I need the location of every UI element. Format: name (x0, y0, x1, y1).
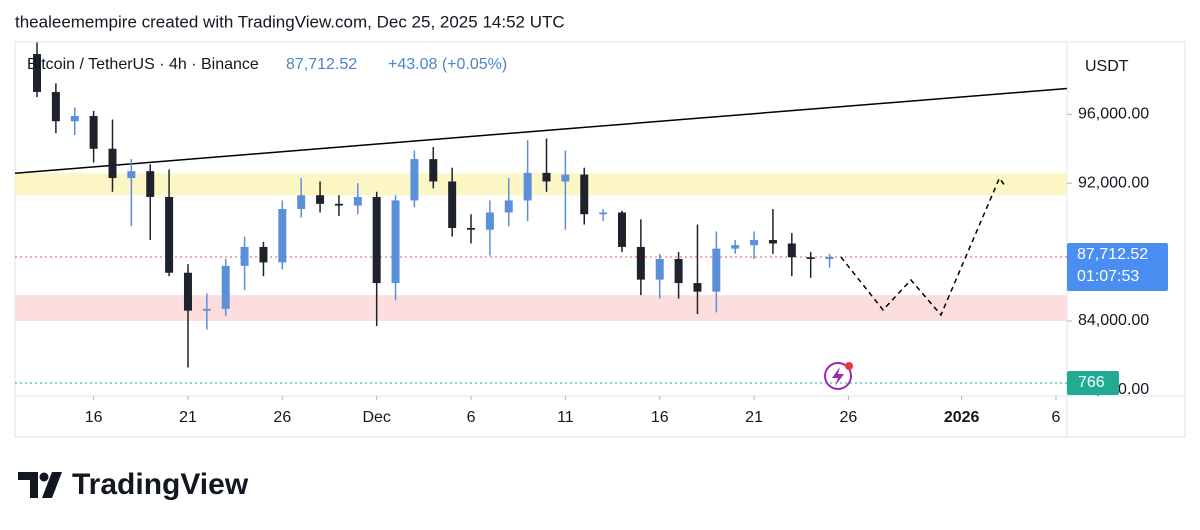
volume-tag (1067, 371, 1119, 395)
change: +43.08 (+0.05%) (388, 56, 507, 73)
brand: TradingView (72, 468, 249, 501)
plot (14, 42, 1068, 368)
tradingview-logo (18, 472, 62, 498)
candle-body (410, 159, 419, 201)
candle-body (467, 227, 476, 230)
candle-body (89, 116, 98, 149)
last-price: 87,712.52 (286, 56, 357, 73)
candle-body (712, 248, 721, 292)
candle-body (259, 246, 268, 263)
y-tick-label: 92,000.00 (1078, 174, 1149, 191)
symbol: Bitcoin / TetherUS · 4h · Binance (27, 56, 259, 73)
chart-frame (14, 41, 1186, 438)
candle-body (504, 200, 513, 213)
candle-body (353, 196, 362, 206)
candle-body (825, 257, 834, 259)
candle-body (108, 148, 117, 179)
candle-body (523, 172, 532, 201)
trendline (14, 87, 1068, 174)
candle-body (165, 196, 174, 273)
caption: thealeemempire created with TradingView.… (15, 12, 565, 31)
candle-body (768, 240, 777, 244)
candle-body (787, 243, 796, 258)
candle-body (636, 246, 645, 280)
y-tick-label: 96,000.00 (1078, 106, 1149, 123)
candle-body (580, 174, 589, 215)
x-tick-label: 21 (179, 409, 197, 426)
candle-body (240, 246, 249, 266)
candle-body (391, 200, 400, 284)
candle-body (806, 257, 815, 259)
x-tick-label: 2026 (944, 409, 980, 426)
candle-body (334, 203, 343, 206)
candle-body (448, 181, 457, 228)
x-tick-label: 26 (273, 409, 291, 426)
candle-body (617, 212, 626, 247)
volume-tag-label: 766 (1078, 374, 1105, 391)
x-tick-label: 6 (1052, 409, 1061, 426)
candle-body (599, 212, 608, 215)
candle-body (51, 91, 60, 122)
projection (840, 176, 1007, 317)
candle-body (561, 174, 570, 182)
candle-body (542, 172, 551, 182)
x-tick-label: 21 (745, 409, 763, 426)
x-tick-label: 26 (840, 409, 858, 426)
candle-body (655, 258, 664, 280)
x-tick-label: 16 (85, 409, 103, 426)
candle-body (429, 159, 438, 182)
countdown: 01:07:53 (1077, 268, 1139, 285)
candle-body (693, 283, 702, 292)
candle-body (202, 308, 211, 311)
candle-body (731, 245, 740, 249)
x-tick-label: Dec (362, 409, 390, 426)
price-tag (1067, 243, 1168, 292)
candle-body (372, 196, 381, 284)
candle-body (316, 195, 325, 204)
candle-body (221, 265, 230, 309)
candle-body (127, 171, 136, 179)
candle-body (750, 240, 759, 246)
candle-body (485, 212, 494, 230)
candle-body (674, 258, 683, 284)
candle-body (297, 195, 306, 210)
candle-body (146, 171, 155, 197)
currency: USDT (1085, 58, 1129, 75)
price-tag-label: 87,712.52 (1077, 246, 1148, 263)
candle-body (278, 209, 287, 263)
candle-body (183, 272, 192, 311)
candle-body (33, 54, 42, 92)
y-tick-label: 84,000.00 (1078, 312, 1149, 329)
x-tick-label: 16 (651, 409, 669, 426)
x-tick-label: 6 (467, 409, 476, 426)
zone (15, 173, 1067, 196)
candle-body (70, 116, 79, 122)
x-tick-label: 11 (557, 409, 574, 426)
zone (15, 295, 1067, 321)
